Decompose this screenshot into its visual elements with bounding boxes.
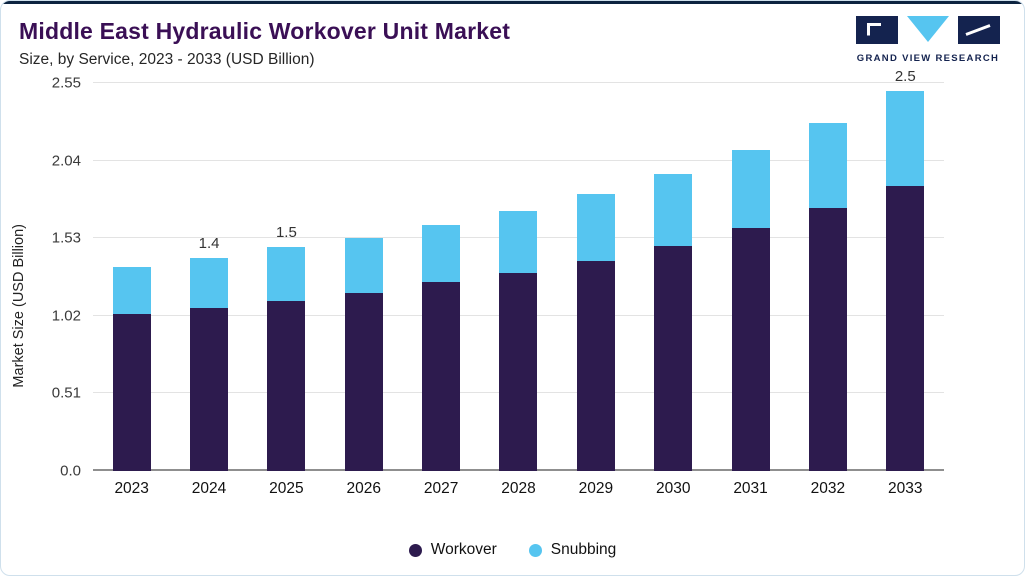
- x-tick-label-2030: 2030: [655, 480, 691, 497]
- bar-2030: [635, 83, 712, 471]
- legend-dot-snubbing: [528, 543, 542, 557]
- x-tick-label-2024: 2024: [191, 480, 227, 497]
- bar-stack: [190, 257, 229, 471]
- grand-view-research-logo-mark: [856, 16, 1000, 44]
- bar-stack: [654, 174, 693, 471]
- bar-2028: [480, 83, 557, 471]
- bar-2033: 2.5: [867, 68, 944, 471]
- segment-snubbing: [499, 210, 538, 274]
- bar-stack: [267, 247, 306, 471]
- segment-workover: [112, 314, 151, 471]
- segment-workover: [190, 308, 229, 471]
- bar-stack: [576, 194, 615, 471]
- bar-stack: [808, 122, 847, 471]
- page-title: Middle East Hydraulic Workover Unit Mark…: [19, 18, 511, 44]
- plot-area-container: 0.0 0.51 1.02 1.53 2.04 2.55 1.4 1.5 2.5 2023 20…: [37, 68, 944, 529]
- x-tick-label-2027: 2027: [423, 480, 459, 497]
- y-tick-label: 0.0: [60, 462, 81, 480]
- segment-snubbing: [112, 267, 151, 315]
- x-tick-label-2025: 2025: [269, 480, 304, 497]
- x-tick-label-2032: 2032: [810, 480, 846, 497]
- bar-stack: [422, 224, 461, 471]
- segment-snubbing: [422, 224, 461, 283]
- y-axis-title: Market Size (USD Billion): [11, 224, 27, 388]
- x-axis-labels-row: 2023 2024 2025 2026 2027 2028 2029 2030 2031 2032…: [37, 480, 944, 498]
- y-tick-label: 1.53: [51, 229, 81, 247]
- plot-area: 1.4 1.5 2.5: [93, 68, 944, 471]
- y-tick-label: 2.55: [51, 74, 81, 92]
- legend-dot-workover: [408, 543, 422, 557]
- segment-workover: [886, 186, 925, 471]
- y-gridline: [93, 159, 944, 161]
- bar-2023: [93, 83, 170, 471]
- bar-2026: [325, 83, 402, 471]
- segment-snubbing: [190, 257, 229, 309]
- bar-2029: [557, 83, 634, 471]
- bar-stack: [112, 267, 151, 471]
- y-tick-label: 0.51: [51, 384, 81, 402]
- legend-label-snubbing: Snubbing: [550, 541, 617, 558]
- x-tick-label-2023: 2023: [114, 480, 149, 497]
- segment-workover: [344, 292, 383, 471]
- segment-snubbing: [731, 149, 770, 228]
- segment-snubbing: [886, 90, 925, 187]
- legend-item-workover: Workover: [408, 541, 497, 559]
- segment-workover: [654, 245, 693, 471]
- segment-workover: [422, 282, 461, 471]
- top-accent-bar: [1, 1, 1024, 4]
- segment-snubbing: [267, 247, 306, 301]
- bar-chart: Market Size (USD Billion) 0.0 0.51 1.02 1.5…: [1, 68, 1024, 529]
- bar-stack: [731, 149, 770, 471]
- grand-view-research-logo: GRAND VIEW RESEARCH: [852, 16, 1004, 64]
- bar-stack: [344, 238, 383, 471]
- chart-legend: Workover Snubbing: [1, 529, 1024, 575]
- x-tick-label-2033: 2033: [888, 480, 923, 497]
- bar-stack: [499, 210, 538, 471]
- bar-2024: 1.4: [170, 83, 247, 471]
- legend-item-snubbing: Snubbing: [528, 541, 617, 559]
- legend-label-workover: Workover: [430, 541, 497, 558]
- x-tick-label-2028: 2028: [501, 480, 536, 497]
- x-axis-spacer: [37, 480, 93, 498]
- y-tick-label: 1.02: [51, 307, 81, 325]
- bars-container: 1.4 1.5 2.5: [93, 68, 944, 471]
- x-axis-tick-labels: 2023 2024 2025 2026 2027 2028 2029 2030 2031 2032…: [93, 480, 944, 498]
- bar-2027: [402, 83, 479, 471]
- bar-2031: [712, 83, 789, 471]
- bar-value-label-2024: 1.4: [198, 234, 220, 252]
- bar-value-label-2025: 1.5: [275, 224, 297, 242]
- y-axis-title-container: Market Size (USD Billion): [1, 83, 37, 529]
- segment-workover: [731, 227, 770, 471]
- bar-2025: 1.5: [248, 83, 325, 471]
- x-tick-label-2029: 2029: [578, 480, 614, 497]
- y-axis-tick-labels: 0.0 0.51 1.02 1.53 2.04 2.55: [37, 75, 93, 480]
- chart-header: Middle East Hydraulic Workover Unit Mark…: [1, 4, 1024, 69]
- segment-workover: [499, 273, 538, 471]
- chart-subtitle: Size, by Service, 2023 - 2033 (USD Billi…: [19, 51, 315, 68]
- segment-workover: [267, 300, 306, 471]
- y-gridline: [93, 82, 944, 83]
- segment-snubbing: [808, 122, 847, 208]
- segment-workover: [576, 261, 615, 471]
- x-tick-label-2031: 2031: [733, 480, 768, 497]
- segment-snubbing: [576, 194, 615, 262]
- logo-wordmark: GRAND VIEW RESEARCH: [856, 53, 1000, 64]
- bar-2032: [789, 83, 866, 471]
- bar-value-label-2033: 2.5: [894, 67, 916, 85]
- bar-stack: [886, 90, 925, 471]
- y-tick-label: 2.04: [51, 152, 81, 170]
- segment-snubbing: [654, 174, 693, 246]
- x-tick-label-2026: 2026: [346, 480, 381, 497]
- segment-snubbing: [344, 238, 383, 293]
- segment-workover: [808, 207, 847, 471]
